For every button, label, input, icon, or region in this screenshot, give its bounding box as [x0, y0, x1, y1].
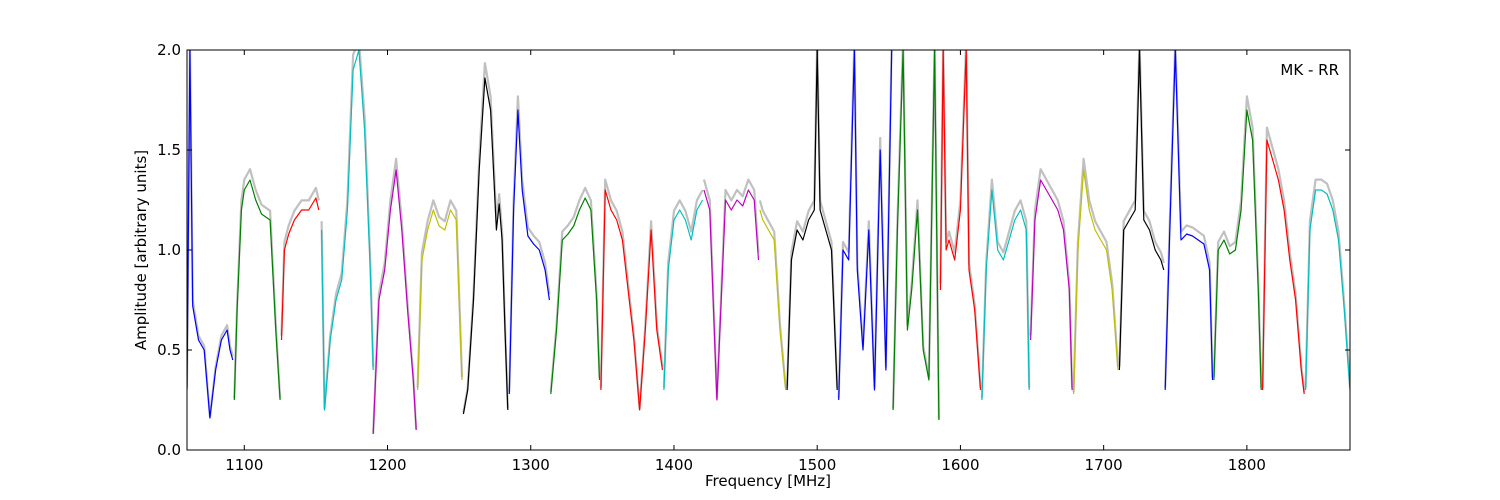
series-line-16 — [939, 50, 982, 391]
series-line-3 — [321, 50, 374, 411]
series-layer — [187, 50, 1350, 435]
y-tick-label: 0.0 — [157, 441, 181, 459]
x-tick-label: 1700 — [1085, 456, 1123, 474]
series-line-0 — [187, 50, 234, 419]
x-tick-label: 1300 — [512, 456, 550, 474]
series-line-24 — [1305, 189, 1350, 391]
series-envelope-5 — [416, 199, 464, 388]
x-tick-label: 1800 — [1228, 456, 1266, 474]
x-tick-label: 1500 — [798, 456, 836, 474]
series-line-11 — [703, 189, 760, 401]
series-envelope-19 — [1072, 157, 1120, 392]
series-line-2 — [280, 197, 320, 341]
series-line-8 — [550, 197, 601, 395]
x-tick-label: 1400 — [655, 456, 693, 474]
x-tick-label: 1100 — [225, 456, 263, 474]
series-envelope-10 — [662, 189, 704, 388]
series-line-18 — [1030, 179, 1073, 391]
series-line-14 — [838, 50, 893, 401]
series-envelope-2 — [280, 186, 320, 336]
series-line-10 — [663, 199, 704, 391]
series-line-19 — [1073, 169, 1119, 395]
series-line-20 — [1118, 50, 1165, 371]
series-line-1 — [233, 179, 281, 401]
series-line-12 — [759, 209, 787, 391]
y-axis: 0.0 0.5 1.0 1.5 2.0 — [157, 41, 1350, 459]
series-envelope-17 — [980, 178, 1031, 399]
x-tick-label: 1200 — [368, 456, 406, 474]
y-tick-label: 1.5 — [157, 141, 181, 159]
x-axis: 1100 1200 1300 1400 1500 1600 1700 1800 — [225, 50, 1266, 474]
y-tick-label: 0.5 — [157, 341, 181, 359]
series-line-4 — [372, 169, 417, 435]
series-line-7 — [508, 109, 550, 395]
series-line-9 — [600, 189, 664, 411]
y-tick-label: 2.0 — [157, 41, 181, 59]
series-line-6 — [462, 77, 509, 415]
plot-background — [187, 50, 1350, 450]
series-line-13 — [786, 50, 838, 391]
x-axis-label: Frequency [MHz] — [705, 472, 831, 490]
series-line-23 — [1262, 139, 1305, 395]
series-line-21 — [1164, 50, 1214, 391]
y-axis-label: Amplitude [arbitrary units] — [132, 150, 150, 350]
series-line-22 — [1213, 109, 1262, 391]
baseline-annotation: MK - RR — [1280, 61, 1339, 79]
series-line-5 — [417, 209, 463, 391]
series-line-17 — [981, 189, 1030, 401]
x-tick-label: 1600 — [941, 456, 979, 474]
series-line-15 — [892, 50, 940, 421]
y-tick-label: 1.0 — [157, 241, 181, 259]
series-envelope-18 — [1029, 168, 1074, 388]
